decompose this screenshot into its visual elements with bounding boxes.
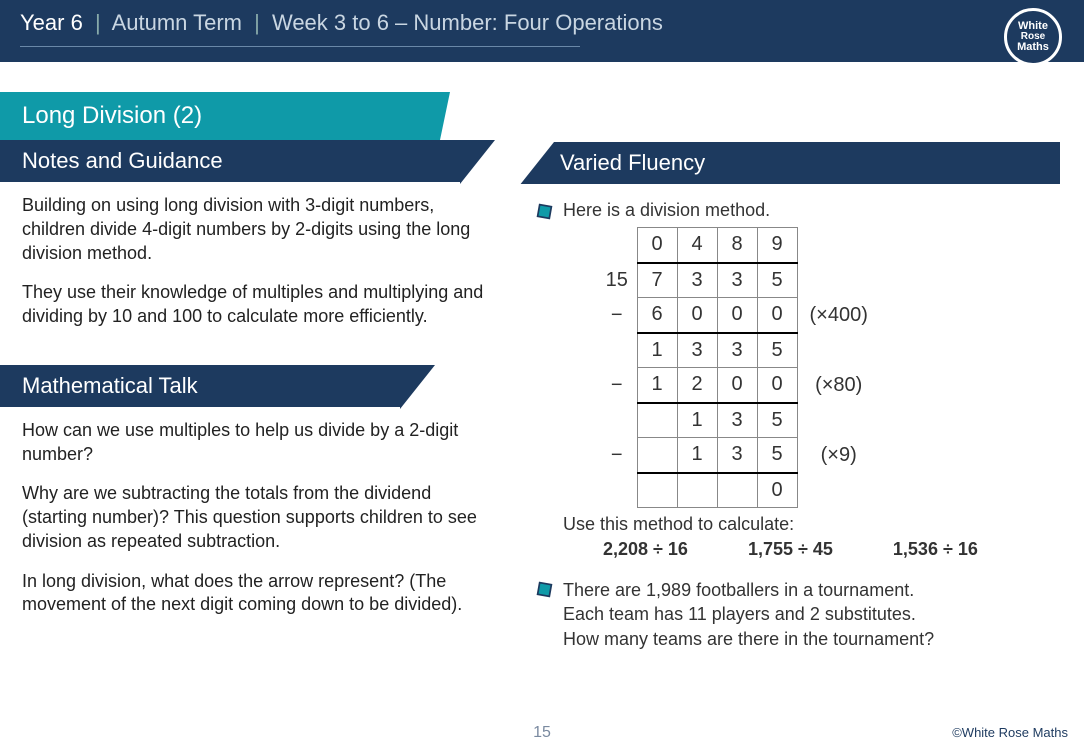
q1-calcs: 2,208 ÷ 16 1,755 ÷ 45 1,536 ÷ 16 [563,535,1058,560]
bullet-icon [536,203,553,220]
page-header: Year 6 | Autumn Term | Week 3 to 6 – Num… [0,0,1084,62]
fluency-q2: There are 1,989 footballers in a tournam… [530,574,1064,655]
page-number: 15 [533,724,551,742]
long-division-table: 0489157335−6000(×400)1335−1200(×80)135−1… [597,227,868,508]
header-year: Year 6 [20,10,83,35]
header-rule [20,46,580,47]
notes-banner: Notes and Guidance [0,140,460,182]
brand-logo: White Rose Maths [1004,8,1062,66]
header-term: Autumn Term [112,10,242,35]
topic-title: Long Division (2) [22,102,202,129]
topic-banner: Long Division (2) [0,92,440,140]
q1-prompt: Use this method to calculate: [563,514,1058,535]
bullet-icon [536,581,553,598]
fluency-q1: Here is a division method. 0489157335−60… [530,196,1064,564]
header-breadcrumb: Year 6 | Autumn Term | Week 3 to 6 – Num… [20,10,1064,36]
notes-body: Building on using long division with 3-d… [0,194,520,329]
fluency-banner: Varied Fluency [520,142,1060,184]
talk-body: How can we use multiples to help us divi… [0,419,520,617]
copyright: ©White Rose Maths [952,725,1068,740]
q1-intro: Here is a division method. [563,200,1058,221]
header-week: Week 3 to 6 – Number: Four Operations [272,10,663,35]
talk-banner: Mathematical Talk [0,365,400,407]
